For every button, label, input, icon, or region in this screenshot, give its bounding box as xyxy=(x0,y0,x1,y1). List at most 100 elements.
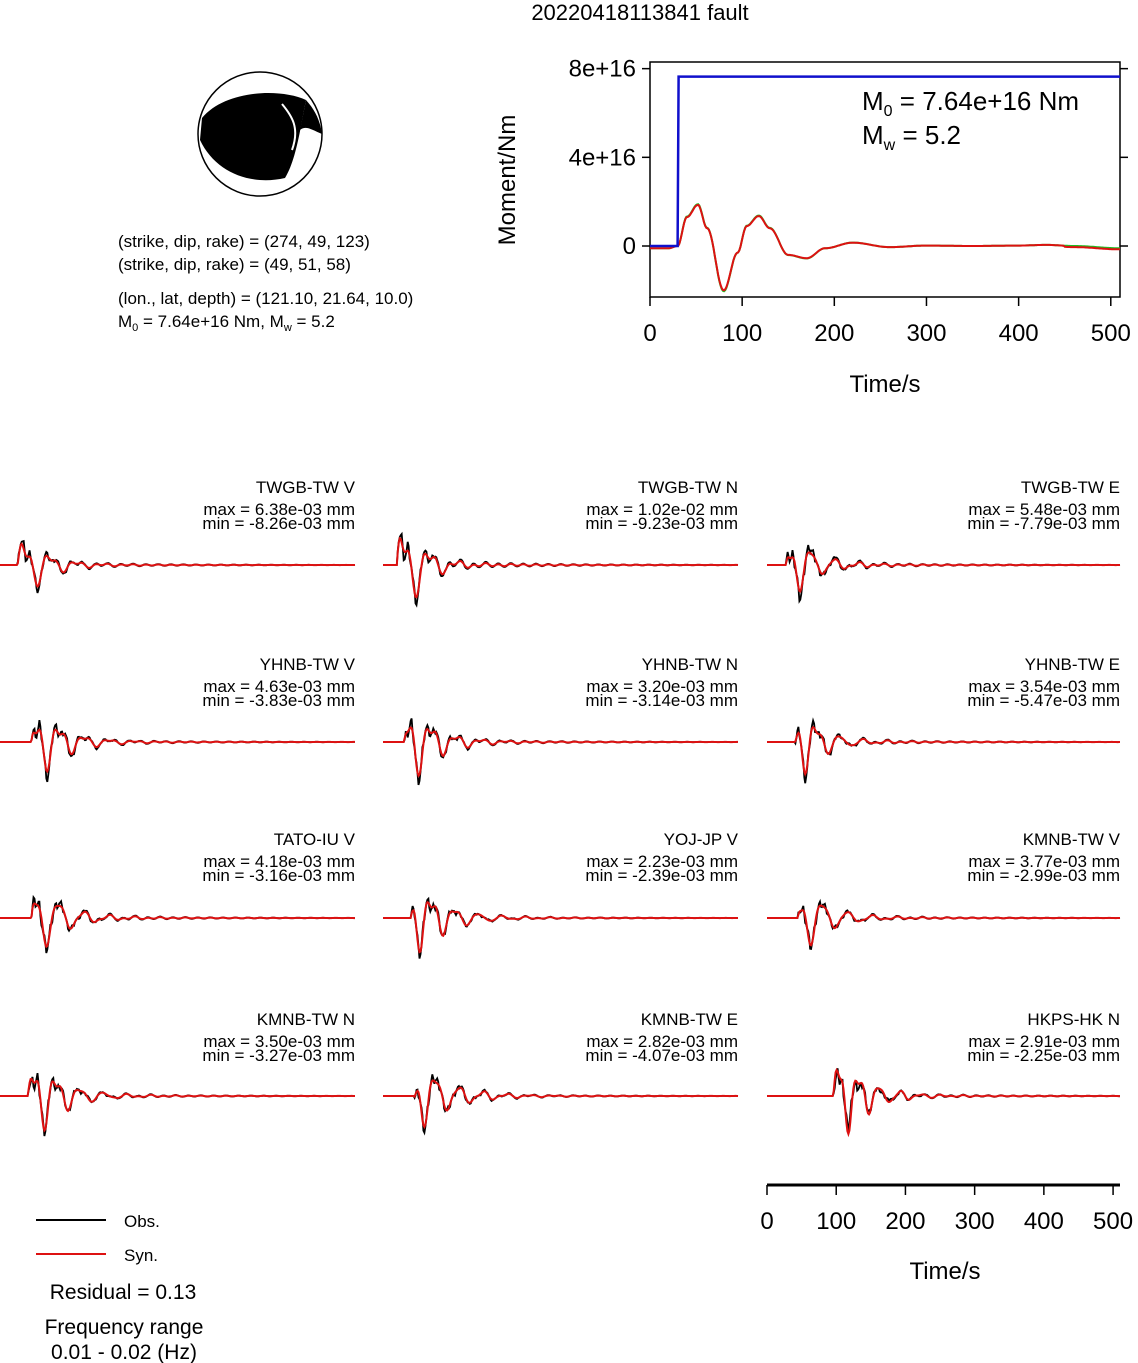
station-max: max = 4.63e-03 mm xyxy=(203,677,355,696)
moment-xtick-label: 200 xyxy=(814,320,854,347)
station-name: YHNB-TW E xyxy=(1025,655,1120,674)
moment-ytick-label: 4e+16 xyxy=(569,144,636,171)
waveform-observed xyxy=(383,531,738,608)
waveform-xtick-label: 0 xyxy=(760,1208,773,1235)
moment-ytick-label: 8e+16 xyxy=(569,56,636,83)
station-max: max = 1.02e-02 mm xyxy=(586,500,738,519)
station-name: KMNB-TW N xyxy=(257,1010,355,1029)
moment-plot-frame xyxy=(649,61,1121,298)
mechanism-info: (strike, dip, rake) = (274, 49, 123) (st… xyxy=(118,232,413,334)
station-max: max = 2.91e-03 mm xyxy=(968,1032,1120,1051)
waveform-synthetic xyxy=(767,725,1120,777)
waveform-observed xyxy=(767,717,1120,784)
station-min: min = -3.16e-03 mm xyxy=(202,866,355,885)
moment-xtick-label: 400 xyxy=(999,320,1039,347)
station-max: max = 3.77e-03 mm xyxy=(968,852,1120,871)
mechanism-line-3: (lon., lat, depth) = (121.10, 21.64, 10.… xyxy=(118,289,413,308)
station-min: min = -3.83e-03 mm xyxy=(202,691,355,710)
waveform-synthetic xyxy=(767,551,1120,593)
waveform-synthetic xyxy=(0,1077,355,1133)
station-min: min = -2.39e-03 mm xyxy=(585,866,738,885)
moment-ytick-label: 0 xyxy=(623,233,636,260)
waveform-observed xyxy=(383,718,738,786)
station-max: max = 6.38e-03 mm xyxy=(203,500,355,519)
station-name: YOJ-JP V xyxy=(664,830,739,849)
waveform-synthetic xyxy=(383,1079,738,1130)
legend: Obs. Syn. xyxy=(36,1212,160,1265)
station-min: min = -4.07e-03 mm xyxy=(585,1046,738,1065)
moment-xtick-label: 500 xyxy=(1091,320,1131,347)
station-name: TWGB-TW V xyxy=(256,478,356,497)
waveform-synthetic xyxy=(383,726,738,778)
waveform-observed xyxy=(0,719,355,783)
station-min: min = -5.47e-03 mm xyxy=(967,691,1120,710)
station-min: min = -2.25e-03 mm xyxy=(967,1046,1120,1065)
station-name: KMNB-TW V xyxy=(1023,830,1121,849)
station-max: max = 3.50e-03 mm xyxy=(203,1032,355,1051)
station-max: max = 5.48e-03 mm xyxy=(968,500,1120,519)
waveform-synthetic xyxy=(0,542,355,589)
station-name: TWGB-TW N xyxy=(638,478,738,497)
waveform-xtick-label: 400 xyxy=(1024,1208,1064,1235)
waveform-observed xyxy=(767,1068,1120,1132)
moment-xticks: 0 100 200 300 400 500 xyxy=(643,297,1131,347)
waveform-observed xyxy=(0,539,356,594)
station-name: HKPS-HK N xyxy=(1027,1010,1120,1029)
moment-xtick-label: 100 xyxy=(722,320,762,347)
waveform-synthetic xyxy=(0,902,355,949)
station-name: TWGB-TW E xyxy=(1021,478,1120,497)
frequency-range-value: 0.01 - 0.02 (Hz) xyxy=(51,1341,197,1363)
beachball-icon xyxy=(197,71,323,197)
residual-text: Residual = 0.13 xyxy=(50,1281,197,1304)
waveform-synthetic xyxy=(767,904,1120,947)
waveform-xlabel: Time/s xyxy=(909,1258,980,1285)
frequency-range-title: Frequency range xyxy=(45,1316,204,1339)
station-name: YHNB-TW N xyxy=(642,655,738,674)
waveform-xtick-label: 500 xyxy=(1093,1208,1133,1235)
station-max: max = 3.20e-03 mm xyxy=(586,677,738,696)
station-name: TATO-IU V xyxy=(274,830,356,849)
station-min: min = -2.99e-03 mm xyxy=(967,866,1120,885)
mechanism-line-2: (strike, dip, rake) = (49, 51, 58) xyxy=(118,255,351,274)
waveform-time-axis: Time/s 0 100 200 300 400 500 xyxy=(760,1183,1133,1285)
station-max: max = 3.54e-03 mm xyxy=(968,677,1120,696)
station-max: max = 2.82e-03 mm xyxy=(586,1032,738,1051)
moment-xtick-label: 0 xyxy=(643,320,656,347)
station-min: min = -3.27e-03 mm xyxy=(202,1046,355,1065)
station-name: YHNB-TW V xyxy=(260,655,356,674)
moment-lines xyxy=(650,75,1120,293)
mechanism-moment-line: M0 = 7.64e+16 Nm, Mw = 5.2 xyxy=(118,312,335,334)
legend-obs-label: Obs. xyxy=(124,1212,160,1231)
moment-xtick-label: 300 xyxy=(906,320,946,347)
moment-mw-annotation: Mw = 5.2 xyxy=(862,120,961,154)
waveform-synthetic xyxy=(383,900,738,954)
station-min: min = -3.14e-03 mm xyxy=(585,691,738,710)
waveform-xtick-label: 300 xyxy=(955,1208,995,1235)
waveform-synthetic xyxy=(767,1067,1120,1138)
moment-rate-line xyxy=(650,75,1120,248)
figure-title: 20220418113841 fault xyxy=(531,0,748,25)
waveform-observed xyxy=(767,898,1121,950)
legend-syn-label: Syn. xyxy=(124,1246,158,1265)
moment-yticks: 8e+16 4e+16 0 xyxy=(569,56,1128,260)
moment-xlabel: Time/s xyxy=(849,371,920,398)
waveform-synthetic xyxy=(0,728,355,774)
station-max: max = 4.18e-03 mm xyxy=(203,852,355,871)
waveform-synthetic xyxy=(383,536,739,599)
moment-ylabel: Moment/Nm xyxy=(494,115,521,246)
station-min: min = -7.79e-03 mm xyxy=(967,514,1120,533)
waveform-xtick-label: 100 xyxy=(816,1208,856,1235)
waveform-xtick-label: 200 xyxy=(885,1208,925,1235)
station-min: min = -8.26e-03 mm xyxy=(202,514,355,533)
